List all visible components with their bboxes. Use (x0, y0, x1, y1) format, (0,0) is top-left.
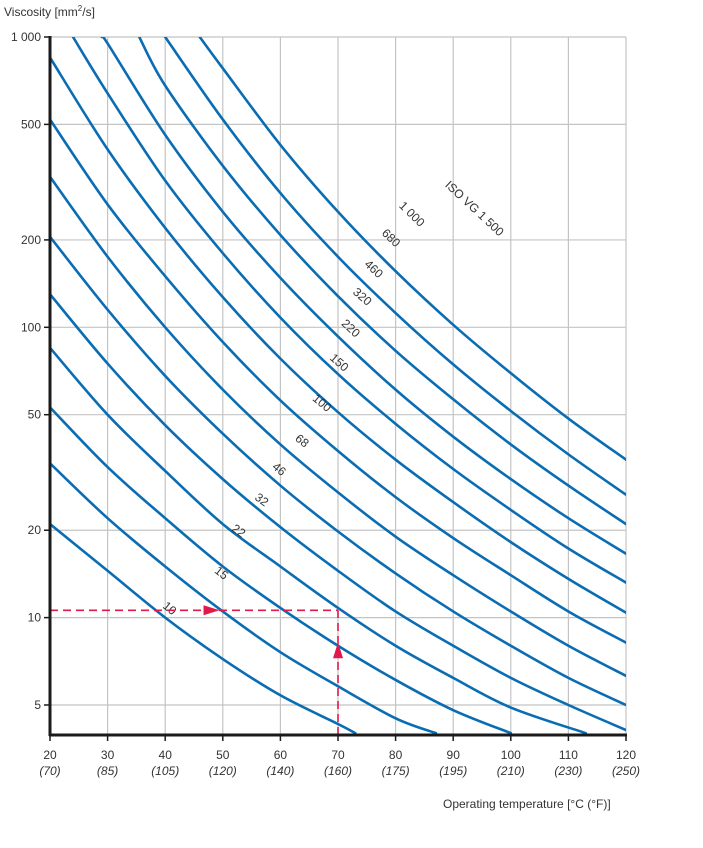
curve-label-text: 150 (327, 351, 352, 375)
x-tick-sublabel: (195) (439, 764, 467, 778)
y-tick-label: 100 (21, 320, 41, 334)
viscosity-curves (50, 37, 626, 735)
y-axis-title: Viscosity [mm2/s] (4, 4, 95, 19)
x-tick-sublabel: (105) (151, 764, 179, 778)
curve-vg-1000 (163, 37, 626, 497)
curve-vg-68 (50, 235, 626, 707)
curve-label: 68 (293, 431, 312, 450)
curve-vg-32 (50, 346, 587, 735)
curve-vg-15 (50, 462, 438, 735)
x-tick-label: 80 (389, 748, 403, 762)
curve-label: 100 (310, 391, 335, 415)
curve-vg-22 (50, 406, 513, 735)
y-axis-title-sup: 2 (77, 4, 83, 13)
x-tick-label: 70 (331, 748, 345, 762)
x-tick-sublabel: (250) (612, 764, 640, 778)
x-tick-label: 120 (616, 748, 636, 762)
x-tick-sublabel: (160) (324, 764, 352, 778)
y-tick-label: 1 000 (11, 30, 41, 44)
curve-label-text: ISO VG 1 500 (442, 178, 506, 239)
y-tick-label: 500 (21, 117, 41, 131)
x-axis-title: Operating temperature [°C (°F)] (443, 797, 611, 811)
curve-label: 22 (229, 521, 248, 540)
y-axis-title-unit: /s] (82, 5, 95, 19)
curve-label-text: 1 000 (396, 199, 427, 230)
x-tick-label: 50 (216, 748, 230, 762)
curve-vg-100 (50, 175, 626, 678)
x-tick-sublabel: (120) (209, 764, 237, 778)
y-tick-label: 10 (28, 611, 42, 625)
curve-label-text: 100 (310, 391, 335, 415)
y-tick-label: 200 (21, 233, 41, 247)
curve-label-text: 15 (212, 563, 231, 582)
y-tick-label: 20 (28, 523, 42, 537)
annotation-arrows (50, 605, 343, 735)
y-tick-label: 50 (28, 408, 42, 422)
x-tick-label: 20 (43, 748, 57, 762)
curve-label: 1 000 (396, 199, 427, 230)
curve-vg-220 (50, 56, 626, 614)
y-tick-label: 5 (34, 698, 41, 712)
x-tick-label: 60 (274, 748, 288, 762)
x-tick-sublabel: (210) (497, 764, 525, 778)
x-tick-label: 30 (101, 748, 115, 762)
curve-label: 46 (270, 459, 289, 479)
curve-label-text: 220 (339, 316, 363, 340)
curve-label: 150 (327, 351, 352, 375)
curve-label-text: 22 (229, 521, 248, 540)
x-tick-label: 40 (159, 748, 173, 762)
x-tick-sublabel: (70) (39, 764, 60, 778)
x-tick-sublabel: (230) (554, 764, 582, 778)
x-tick-sublabel: (140) (266, 764, 294, 778)
curve-label: 680 (379, 226, 403, 250)
x-tick-sublabel: (85) (97, 764, 118, 778)
curve-vg-150 (50, 118, 626, 644)
curve-label: 220 (339, 316, 363, 340)
x-tick-label: 100 (501, 748, 521, 762)
curve-label-text: 680 (379, 226, 403, 250)
curve-vg-1500 (198, 37, 626, 461)
curve-label-text: 68 (293, 431, 312, 450)
curve-vg-460 (100, 37, 626, 556)
curve-label: 15 (212, 563, 231, 582)
curve-label-text: 460 (362, 257, 386, 281)
x-tick-sublabel: (175) (382, 764, 410, 778)
curve-vg-320 (71, 37, 626, 584)
x-tick-label: 90 (447, 748, 461, 762)
tick-labels: 1 000 500 200 100 50 20 10 5 20 (70) 30 (85) 40 (105)… (11, 30, 640, 778)
curve-vg-46 (50, 292, 626, 732)
curve-vg-10 (50, 522, 357, 735)
curve-label: ISO VG 1 500 (442, 178, 506, 239)
curve-label: 460 (362, 257, 386, 281)
x-tick-label: 110 (559, 748, 578, 762)
arrow-up-icon (333, 642, 343, 659)
y-axis-title-main: Viscosity [mm (4, 5, 78, 19)
curve-vg-680 (137, 37, 626, 526)
arrow-right-icon (203, 605, 220, 616)
curve-label-text: 46 (270, 459, 289, 479)
